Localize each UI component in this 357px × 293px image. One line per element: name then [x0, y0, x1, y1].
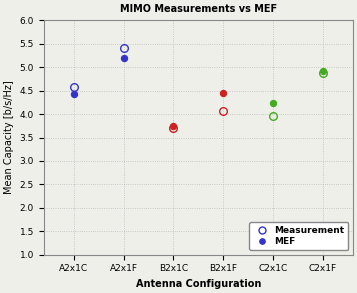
- X-axis label: Antenna Configuration: Antenna Configuration: [136, 279, 261, 289]
- Legend: Measurement, MEF: Measurement, MEF: [249, 222, 348, 250]
- Y-axis label: Mean Capacity [b/s/Hz]: Mean Capacity [b/s/Hz]: [4, 81, 14, 194]
- Title: MIMO Measurements vs MEF: MIMO Measurements vs MEF: [120, 4, 277, 14]
